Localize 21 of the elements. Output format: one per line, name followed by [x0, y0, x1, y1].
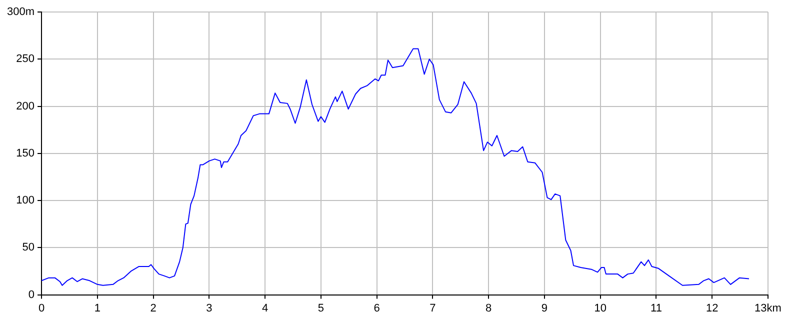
y-tick-label: 250 — [16, 53, 35, 66]
x-tick-label: 4 — [262, 302, 268, 314]
x-tick-label: 6 — [374, 302, 380, 314]
x-tick-label: 5 — [318, 302, 324, 314]
x-tick-label: 10 — [594, 302, 606, 314]
x-tick-label: 1 — [94, 302, 100, 314]
x-tick-label: 8 — [486, 302, 492, 314]
y-tick-label: 0 — [28, 288, 35, 301]
x-tick-label: 13km — [754, 302, 782, 314]
x-tick-label: 9 — [541, 302, 548, 314]
x-tick-label: 12 — [706, 302, 718, 314]
y-tick-label: 300m — [6, 6, 35, 18]
x-tick-label: 7 — [430, 302, 436, 314]
x-tick-label: 3 — [206, 302, 212, 314]
y-tick-label: 200 — [16, 100, 35, 112]
x-tick-label: 2 — [150, 302, 156, 314]
x-tick-label: 11 — [650, 302, 662, 314]
y-tick-label: 50 — [22, 242, 35, 254]
y-tick-label: 100 — [16, 194, 35, 207]
x-tick-label: 0 — [38, 302, 45, 314]
y-tick-label: 150 — [16, 147, 35, 160]
